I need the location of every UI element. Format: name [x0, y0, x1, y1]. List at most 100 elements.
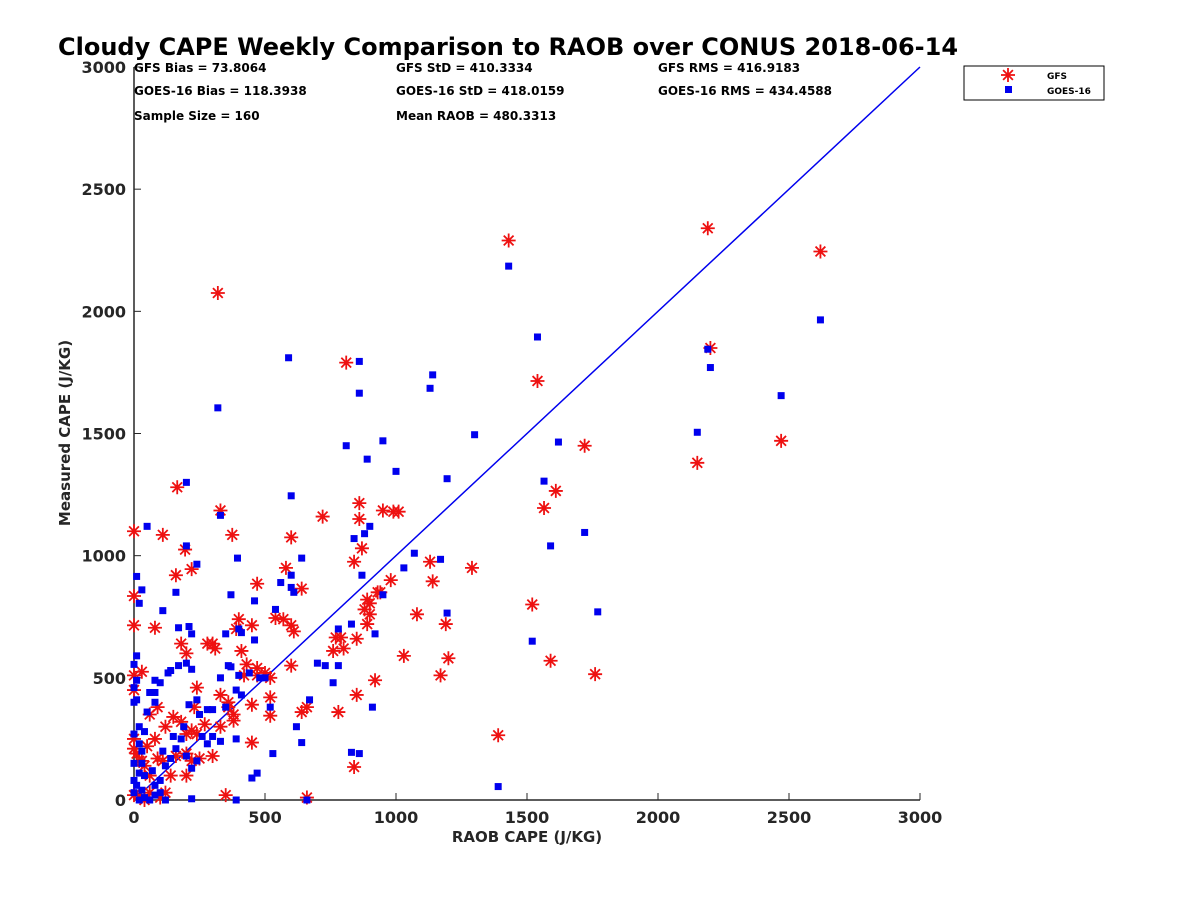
gfs-point [213, 503, 228, 518]
goes16-point [232, 686, 240, 694]
goes16-point [140, 772, 148, 780]
gfs-point [438, 617, 453, 632]
goes16-point [371, 630, 379, 638]
goes16-point [303, 796, 311, 804]
goes16-point [533, 333, 541, 341]
goes16-point [196, 710, 203, 718]
gfs-point [142, 768, 157, 783]
gfs-point [189, 680, 204, 695]
goes16-point [361, 530, 369, 538]
goes16-point [693, 428, 701, 436]
gfs-point [328, 630, 343, 645]
goes16-point [269, 750, 277, 758]
gfs-point [276, 612, 291, 627]
gfs-point [250, 661, 265, 676]
goes16-point [235, 625, 243, 633]
gfs-point [150, 700, 165, 715]
gfs-point [391, 504, 406, 519]
goes16-point [298, 739, 306, 747]
gfs-point [127, 524, 141, 539]
gfs-point [263, 708, 278, 723]
goes16-point [379, 437, 387, 445]
gfs-point [284, 658, 299, 673]
gfs-point [354, 541, 369, 556]
gfs-point [179, 646, 194, 661]
goes16-point [287, 492, 295, 500]
gfs-point [184, 562, 199, 577]
goes16-point [471, 431, 479, 439]
x-tick-label: 2500 [767, 808, 812, 827]
goes16-point [347, 620, 355, 628]
goes16-point [437, 555, 445, 563]
gfs-point [205, 636, 220, 651]
goes16-point [151, 688, 159, 696]
gfs-point [433, 668, 448, 683]
goes16-point [140, 794, 148, 802]
goes16-point [175, 662, 183, 670]
goes16-point [261, 674, 269, 682]
chart-title: Cloudy CAPE Weekly Comparison to RAOB ov… [58, 33, 958, 61]
gfs-point [174, 714, 189, 729]
gfs-point [140, 739, 155, 754]
y-tick-label: 2500 [81, 180, 126, 199]
gfs-point [530, 373, 545, 388]
gfs-point [347, 554, 362, 569]
gfs-point [491, 728, 506, 743]
gfs-point [237, 668, 252, 683]
goes16-point [581, 528, 589, 536]
gfs-point [362, 607, 377, 622]
gfs-point [548, 483, 563, 498]
gfs-point [239, 657, 254, 672]
goes16-point [138, 786, 146, 794]
goes16-point [816, 316, 824, 324]
goes16-point [156, 776, 164, 784]
goes16-point [306, 696, 314, 704]
gfs-point [315, 509, 330, 524]
goes16-point [193, 560, 201, 568]
goes16-point [188, 630, 196, 638]
gfs-point [127, 588, 141, 603]
gfs-point [158, 785, 173, 800]
gfs-point [184, 753, 199, 768]
goes16-point [133, 676, 141, 684]
goes16-point [366, 522, 374, 530]
goes16-point [140, 728, 148, 736]
goes16-point [138, 747, 146, 755]
goes16-point [313, 659, 321, 667]
x-tick-label: 3000 [898, 808, 943, 827]
goes16-point [227, 591, 235, 599]
goes16-point [392, 467, 400, 475]
gfs-point [690, 455, 705, 470]
x-tick-label: 500 [248, 808, 281, 827]
stats-block: GFS Bias = 73.8064 GOES-16 Bias = 118.39… [134, 61, 832, 123]
gfs-point [163, 768, 178, 783]
goes16-point [161, 796, 169, 804]
x-tick-label: 1000 [374, 808, 419, 827]
gfs-point [349, 631, 364, 646]
goes16-point [167, 754, 175, 762]
goes16-point [133, 696, 141, 704]
gfs-point [132, 788, 147, 803]
gfs-point [525, 597, 540, 612]
goes16-point [222, 703, 230, 711]
gfs-point [179, 727, 194, 742]
goes16-point [400, 564, 408, 572]
goes16-point [256, 674, 264, 682]
goes16-point [334, 625, 342, 633]
gfs-point [464, 560, 479, 575]
goes16-point [185, 701, 193, 709]
goes16-point [355, 750, 363, 758]
goes16-point [222, 630, 230, 638]
goes16-point [130, 660, 138, 668]
goes16-point [334, 662, 342, 670]
goes16-point [594, 608, 602, 616]
goes16-point [146, 796, 154, 804]
gfs-point [158, 719, 173, 734]
goes16-point [130, 789, 138, 797]
legend: GFS GOES-16 [963, 65, 1105, 101]
plot-area: 0 500 1000 1500 2000 2500 3000 0 500 1000 1500 2000… [81, 58, 942, 827]
gfs-point [234, 643, 249, 658]
goes16-point [130, 730, 138, 738]
gfs-point [168, 749, 183, 764]
gfs-point [189, 727, 204, 742]
